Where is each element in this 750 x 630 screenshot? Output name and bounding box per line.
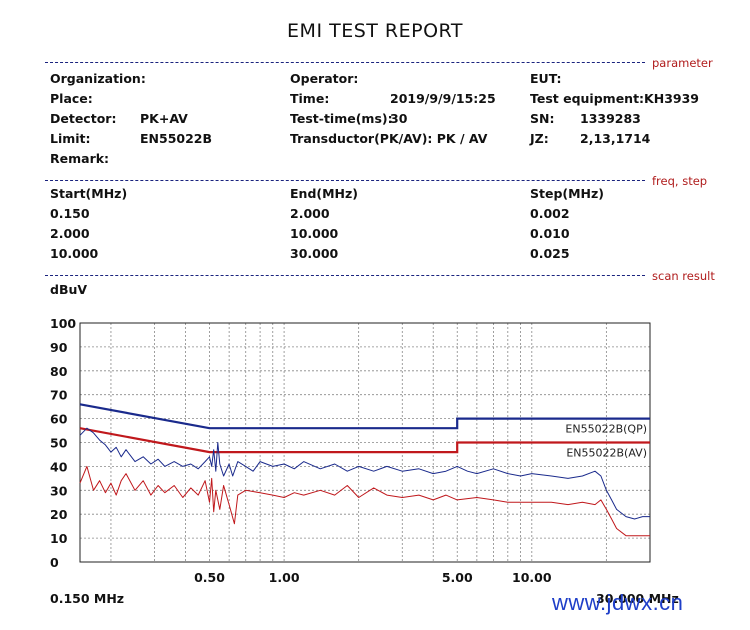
freq-row-3-end: 30.000 xyxy=(290,246,339,261)
x-tick-label-1.00: 1.00 xyxy=(269,570,300,585)
freq-row-2-step: 0.010 xyxy=(530,226,570,241)
trace-av xyxy=(79,465,650,537)
chart-grid xyxy=(80,323,650,562)
sn-value: 1339283 xyxy=(580,111,641,126)
jz-value: 2,13,1714 xyxy=(580,131,651,146)
freq-row-2-end: 10.000 xyxy=(290,226,339,241)
x-end-label: 30.000 MHz xyxy=(596,591,679,606)
operator-label: Operator: xyxy=(290,71,359,86)
freq-row-3-step: 0.025 xyxy=(530,246,570,261)
freq-row-1-start: 0.150 xyxy=(50,206,90,221)
y-tick-label-70: 70 xyxy=(50,388,68,403)
y-tick-label-80: 80 xyxy=(50,364,68,379)
freq-row-1-end: 2.000 xyxy=(290,206,330,221)
y-axis-unit-label: dBuV xyxy=(50,282,88,297)
parameter-section-label: parameter xyxy=(652,56,713,70)
limit-label-av: EN55022B(AV) xyxy=(566,447,647,460)
place-label: Place: xyxy=(50,91,93,106)
detector-label: Detector: xyxy=(50,111,117,126)
limit-label: Limit: xyxy=(50,131,91,146)
y-tick-label-90: 90 xyxy=(50,340,68,355)
y-tick-label-50: 50 xyxy=(50,436,68,451)
trace-pk xyxy=(79,427,650,520)
y-tick-label-60: 60 xyxy=(50,412,68,427)
eut-label: EUT: xyxy=(530,71,562,86)
limit-value: EN55022B xyxy=(140,131,213,146)
sn-label: SN: xyxy=(530,111,555,126)
test-time-label: Test-time(ms): xyxy=(290,111,393,126)
time-label: Time: xyxy=(290,91,330,106)
watermark-text: www.jdwx.cn xyxy=(552,590,684,615)
axis-labels: 0 10 20 30 40 50 60 70 80 90 100 0.50 1.00 5.00 10.00 0… xyxy=(50,316,679,606)
scan-result-section-label: scan result xyxy=(652,269,715,283)
freq-step-divider xyxy=(45,180,645,181)
freq-step-section-label: freq, step xyxy=(652,174,708,188)
transductor-label: Transductor(PK/AV): PK / AV xyxy=(290,131,488,146)
y-tick-label-30: 30 xyxy=(50,483,68,498)
y-tick-label-20: 20 xyxy=(50,507,68,522)
limit-lines xyxy=(79,403,650,454)
freq-header-end: End(MHz) xyxy=(290,186,358,201)
y-tick-label-10: 10 xyxy=(50,531,68,546)
freq-row-2-start: 2.000 xyxy=(50,226,90,241)
scan-result-divider xyxy=(45,275,645,276)
freq-header-start: Start(MHz) xyxy=(50,186,128,201)
remark-label: Remark: xyxy=(50,151,110,166)
time-value: 2019/9/9/15:25 xyxy=(390,91,496,106)
jz-label: JZ: xyxy=(530,131,549,146)
parameter-divider xyxy=(45,62,645,63)
x-tick-label-0.50: 0.50 xyxy=(194,570,225,585)
y-tick-label-100: 100 xyxy=(50,316,76,331)
freq-row-1-step: 0.002 xyxy=(530,206,570,221)
freq-header-step: Step(MHz) xyxy=(530,186,605,201)
x-tick-label-5.00: 5.00 xyxy=(442,570,473,585)
y-tick-label-40: 40 xyxy=(50,459,68,474)
freq-row-3-start: 10.000 xyxy=(50,246,99,261)
x-tick-label-10.00: 10.00 xyxy=(512,570,552,585)
test-equipment-label: Test equipment:KH3939 xyxy=(530,91,699,106)
organization-label: Organization: xyxy=(50,71,146,86)
limit-label-qp: EN55022B(QP) xyxy=(565,423,647,436)
detector-value: PK+AV xyxy=(140,111,188,126)
x-start-label: 0.150 MHz xyxy=(50,591,124,606)
measurement-traces xyxy=(79,427,650,537)
y-tick-label-0: 0 xyxy=(50,555,59,570)
limit-line-av xyxy=(79,427,650,454)
limit-line-qp xyxy=(79,403,650,430)
test-time-value: 30 xyxy=(390,111,408,126)
report-title: EMI TEST REPORT xyxy=(287,20,463,42)
